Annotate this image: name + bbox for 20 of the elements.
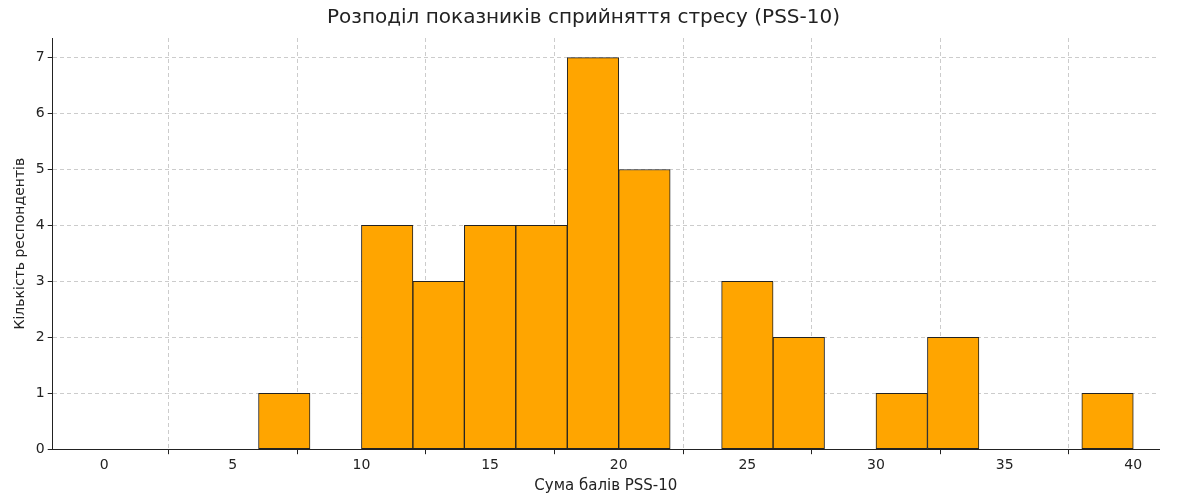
x-tick-label: 35 [995,456,1014,473]
x-tick-label: 30 [867,456,885,473]
y-tick-label: 5 [35,160,45,177]
y-tick-label: 0 [35,439,45,456]
y-tick-label: 2 [35,327,45,344]
x-tick-label: 5 [228,456,238,473]
x-tick-label: 40 [1124,456,1143,473]
x-tick-label: 15 [481,456,499,473]
y-tick-label: 6 [35,104,45,121]
x-tick-label: 10 [352,456,371,473]
y-tick-label: 1 [35,383,45,400]
chart-title: Розподіл показників сприйняття стресу (PSS-10) [326,4,841,29]
y-tick-label: 7 [35,48,45,65]
y-tick-label: 4 [35,216,45,233]
x-tick-label: 20 [609,456,628,473]
y-axis-title: Кількість респондентів [11,157,28,330]
y-tick-label: 3 [35,272,45,288]
x-axis-title: Сума балів PSS-10 [534,475,678,494]
x-tick-label: 25 [738,456,757,473]
x-tick-label: 0 [99,456,109,473]
